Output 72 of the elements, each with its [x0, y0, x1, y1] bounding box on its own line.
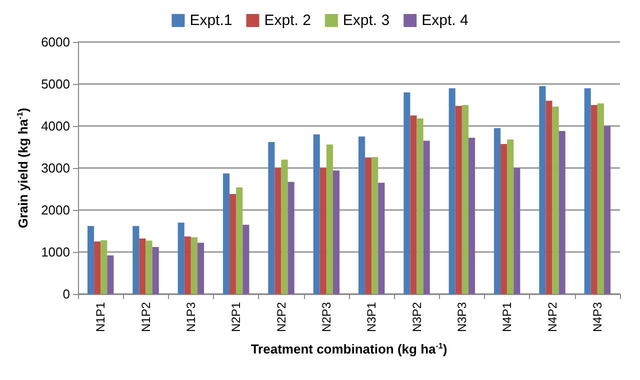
bar: [448, 88, 456, 294]
bar: [604, 126, 611, 294]
bar: [455, 106, 462, 294]
legend-label: Expt.1: [190, 12, 232, 29]
x-tick-label: N1P3: [184, 302, 198, 332]
bar: [558, 131, 566, 294]
bar: [500, 144, 508, 294]
bar: [462, 105, 468, 294]
x-tick-label: N1P1: [94, 302, 108, 332]
x-tick-label: N3P3: [454, 302, 469, 332]
bar: [190, 237, 198, 294]
bar: [332, 170, 340, 294]
bar: [222, 173, 230, 294]
bar: [378, 182, 385, 294]
bar: [152, 246, 159, 294]
bar: [546, 100, 552, 294]
x-tick-label: N4P1: [500, 302, 514, 332]
bar: [197, 242, 204, 294]
legend-label: Expt. 2: [264, 12, 311, 29]
y-tick-label: 5000: [41, 76, 70, 92]
bar: [365, 158, 372, 294]
x-tick-label: N4P3: [590, 302, 604, 332]
bar: [410, 116, 417, 294]
bar: [242, 224, 250, 294]
bar: [236, 187, 243, 294]
bar: [358, 136, 366, 294]
bar: [87, 226, 94, 294]
bar: [230, 194, 236, 294]
y-tick-label: 2000: [41, 202, 70, 218]
legend-label: Expt. 4: [422, 12, 468, 29]
x-tick-label: N3P2: [410, 302, 424, 332]
bar: [597, 103, 604, 294]
y-axis-title: Grain yield (kg ha-1): [16, 108, 30, 228]
x-tick-label: N4P2: [545, 302, 560, 332]
y-tick-label: 3000: [41, 160, 70, 176]
bar: [320, 168, 326, 294]
bar: [288, 182, 294, 294]
x-tick-label: N2P3: [319, 302, 334, 332]
bar: [146, 240, 152, 294]
bar: [494, 128, 501, 294]
bar: [132, 226, 140, 294]
bar: [281, 160, 288, 294]
y-tick-label: 1000: [41, 244, 70, 260]
bar: [372, 157, 378, 294]
y-tick-label: 0: [62, 286, 70, 302]
bar: [468, 138, 476, 294]
bar: [514, 168, 520, 294]
bar: [416, 118, 424, 294]
bar: [404, 92, 410, 294]
x-tick-label: N1P2: [138, 302, 153, 332]
bar: [539, 86, 546, 294]
x-tick-label: N3P1: [364, 302, 379, 332]
y-tick-label: 4000: [41, 118, 70, 134]
bar: [507, 139, 514, 294]
y-tick-label: 6000: [41, 34, 70, 50]
bar: [590, 105, 598, 294]
x-tick-label: N2P1: [229, 302, 244, 332]
bar: [326, 144, 333, 294]
bar: [178, 222, 184, 294]
bar: [268, 142, 275, 294]
legend-label: Expt. 3: [342, 12, 390, 29]
bar: [94, 242, 101, 294]
bar: [184, 236, 191, 294]
bar: [139, 238, 146, 294]
bar: [423, 140, 430, 294]
bar: [100, 240, 108, 294]
bar: [107, 255, 114, 294]
bar: [552, 106, 559, 294]
x-tick-label: N2P2: [274, 302, 288, 332]
bar: [313, 134, 320, 294]
bar: [584, 88, 591, 294]
bar: [274, 168, 282, 294]
